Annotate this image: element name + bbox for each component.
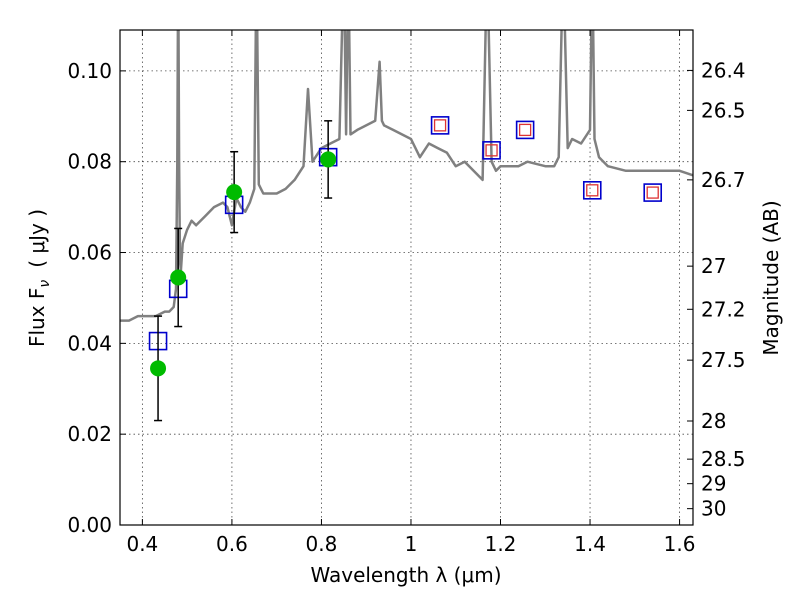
magnitude-tick-label: 26.5 <box>701 98 746 122</box>
y-tick-label: 0.10 <box>67 59 112 83</box>
y-tick-label: 0.06 <box>67 241 112 265</box>
observed-flux-point <box>150 360 167 377</box>
plot-background <box>120 30 693 525</box>
model-photometry-square <box>643 183 663 202</box>
magnitude-tick-label: 26.7 <box>701 168 746 192</box>
y-axis-label-subscript: ν <box>37 280 53 288</box>
observed-flux-point <box>170 269 187 286</box>
magnitude-tick-label: 27 <box>701 254 726 278</box>
model-photometry-square <box>430 116 450 135</box>
x-tick-label: 1.4 <box>574 532 606 556</box>
plot-frame <box>119 29 694 526</box>
magnitude-tick-label: 26.4 <box>701 58 746 82</box>
magnitude-tick-label: 28.5 <box>701 447 746 471</box>
x-tick-label: 1 <box>405 532 418 556</box>
model-photometry-square <box>582 181 602 200</box>
x-axis-label: Wavelength λ (μm) <box>310 563 501 587</box>
magnitude-tick-label: 28 <box>701 409 726 433</box>
spectrum-line <box>120 30 693 322</box>
model-photometry-square <box>515 120 535 140</box>
nir-photometry-square <box>433 119 447 132</box>
y-axis-label-main: Flux F <box>25 288 49 347</box>
observed-flux-point <box>226 184 243 201</box>
y2-axis-label: Magnitude (AB) <box>759 200 783 355</box>
nir-photometry-square <box>646 186 659 199</box>
magnitude-tick-label: 30 <box>701 497 726 521</box>
ticks: 0.4 0.6 0.8 1 1.2 1.4 1.6 0.00 0.02 0.04 0.06 0.08 0… <box>67 30 746 556</box>
data-layer <box>120 30 693 422</box>
nir-photometry-square <box>518 123 532 137</box>
magnitude-tick-label: 27.2 <box>701 297 746 321</box>
y-tick-label: 0.08 <box>67 150 112 174</box>
nir-photometry-square <box>586 184 599 197</box>
magnitude-tick-label: 29 <box>701 472 726 496</box>
x-tick-label: 0.6 <box>216 532 248 556</box>
y-tick-label: 0.02 <box>67 422 112 446</box>
x-tick-label: 1.6 <box>664 532 696 556</box>
y-axis-label-unit: ( μJy ) <box>25 209 49 268</box>
observed-flux-point <box>320 151 337 168</box>
model-photometry-square <box>482 141 501 160</box>
magnitude-tick-label: 27.5 <box>701 348 746 372</box>
y-axis-label: Flux Fν ( μJy ) <box>25 209 53 347</box>
x-tick-label: 1.2 <box>485 532 517 556</box>
nir-photometry-square <box>485 144 498 157</box>
y-tick-label: 0.00 <box>67 513 112 537</box>
x-tick-label: 0.8 <box>306 532 338 556</box>
x-tick-label: 0.4 <box>126 532 158 556</box>
y-tick-label: 0.04 <box>67 331 112 355</box>
